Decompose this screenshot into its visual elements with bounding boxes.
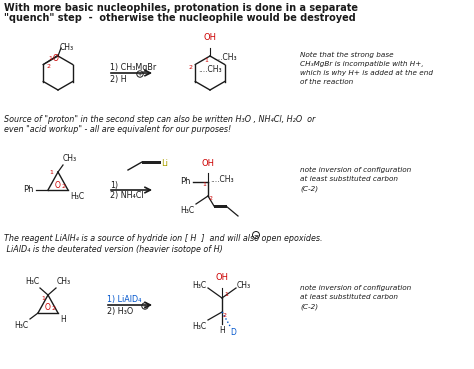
Text: H₃C: H₃C — [192, 282, 206, 290]
Text: +: + — [138, 72, 142, 76]
Text: H₃C: H₃C — [14, 321, 28, 330]
Text: H: H — [60, 315, 66, 324]
Text: LiAlD₄ is the deuterated version (heavier isotope of H): LiAlD₄ is the deuterated version (heavie… — [4, 245, 223, 254]
Text: The reagent LiAlH₄ is a source of hydride ion [ H  ]  and will also open epoxide: The reagent LiAlH₄ is a source of hydrid… — [4, 234, 322, 243]
Text: (C-2): (C-2) — [300, 303, 318, 310]
Text: 2: 2 — [52, 307, 56, 311]
Text: CH₃: CH₃ — [63, 154, 77, 163]
Text: H₃C: H₃C — [25, 277, 39, 286]
Text: CH₃: CH₃ — [60, 43, 74, 52]
Text: 2) NH₄Cl: 2) NH₄Cl — [110, 191, 144, 200]
Text: 2: 2 — [223, 313, 227, 318]
Text: Ph: Ph — [24, 186, 34, 194]
Text: H₃C: H₃C — [70, 192, 84, 201]
Text: which is why H+ is added at the end: which is why H+ is added at the end — [300, 70, 433, 76]
Text: Ph: Ph — [181, 177, 191, 186]
Text: at least substituted carbon: at least substituted carbon — [300, 176, 398, 182]
Text: 2: 2 — [209, 196, 213, 201]
Text: (C-2): (C-2) — [300, 185, 318, 192]
Text: O: O — [53, 54, 59, 63]
Text: CH₃: CH₃ — [57, 277, 71, 286]
Text: O: O — [45, 303, 51, 313]
Text: 1: 1 — [224, 293, 228, 297]
Text: H: H — [219, 326, 225, 335]
Text: O: O — [55, 180, 61, 190]
Text: D: D — [230, 328, 236, 337]
Text: note inversion of configuration: note inversion of configuration — [300, 285, 411, 291]
Text: 1: 1 — [41, 296, 45, 300]
Text: 1: 1 — [49, 169, 53, 175]
Text: ....CH₃: ....CH₃ — [213, 52, 237, 62]
Text: 2) H: 2) H — [110, 75, 127, 84]
Text: 2: 2 — [188, 65, 192, 70]
Text: "quench" step  -  otherwise the nucleophile would be destroyed: "quench" step - otherwise the nucleophil… — [4, 13, 356, 23]
Text: at least substituted carbon: at least substituted carbon — [300, 294, 398, 300]
Text: ....CH₃: ....CH₃ — [210, 176, 234, 184]
Text: With more basic nucleophiles, protonation is done in a separate: With more basic nucleophiles, protonatio… — [4, 3, 358, 13]
Text: Source of "proton" in the second step can also be written H₃O , NH₄Cl, H₂O  or: Source of "proton" in the second step ca… — [4, 115, 315, 124]
Text: OH: OH — [203, 33, 217, 42]
Text: 2) H₃O: 2) H₃O — [107, 307, 133, 316]
Text: +: + — [143, 303, 147, 308]
Text: Note that the strong base: Note that the strong base — [300, 52, 393, 58]
Text: 1: 1 — [204, 58, 208, 62]
Text: of the reaction: of the reaction — [300, 79, 353, 85]
Text: H₃C: H₃C — [180, 206, 194, 215]
Text: CH₃MgBr is incompatible with H+,: CH₃MgBr is incompatible with H+, — [300, 61, 424, 67]
Text: 2: 2 — [46, 64, 50, 69]
Text: OH: OH — [216, 273, 228, 282]
Text: 1: 1 — [202, 183, 206, 187]
Text: CH₃: CH₃ — [237, 282, 251, 290]
Text: 1) CH₃MgBr: 1) CH₃MgBr — [110, 63, 156, 72]
Text: 1: 1 — [48, 55, 52, 61]
Text: 2: 2 — [62, 183, 66, 189]
Text: even "acid workup" - all are equivalent for our purposes!: even "acid workup" - all are equivalent … — [4, 125, 231, 134]
Text: 1) LiAlD₄: 1) LiAlD₄ — [107, 295, 141, 304]
Text: ....CH₃: ....CH₃ — [198, 65, 222, 74]
Text: note inversion of configuration: note inversion of configuration — [300, 167, 411, 173]
Text: Li: Li — [161, 159, 168, 168]
Text: 1): 1) — [110, 181, 118, 190]
Text: H₃C: H₃C — [192, 322, 206, 331]
Text: −: − — [254, 232, 259, 238]
Text: OH: OH — [201, 159, 215, 168]
